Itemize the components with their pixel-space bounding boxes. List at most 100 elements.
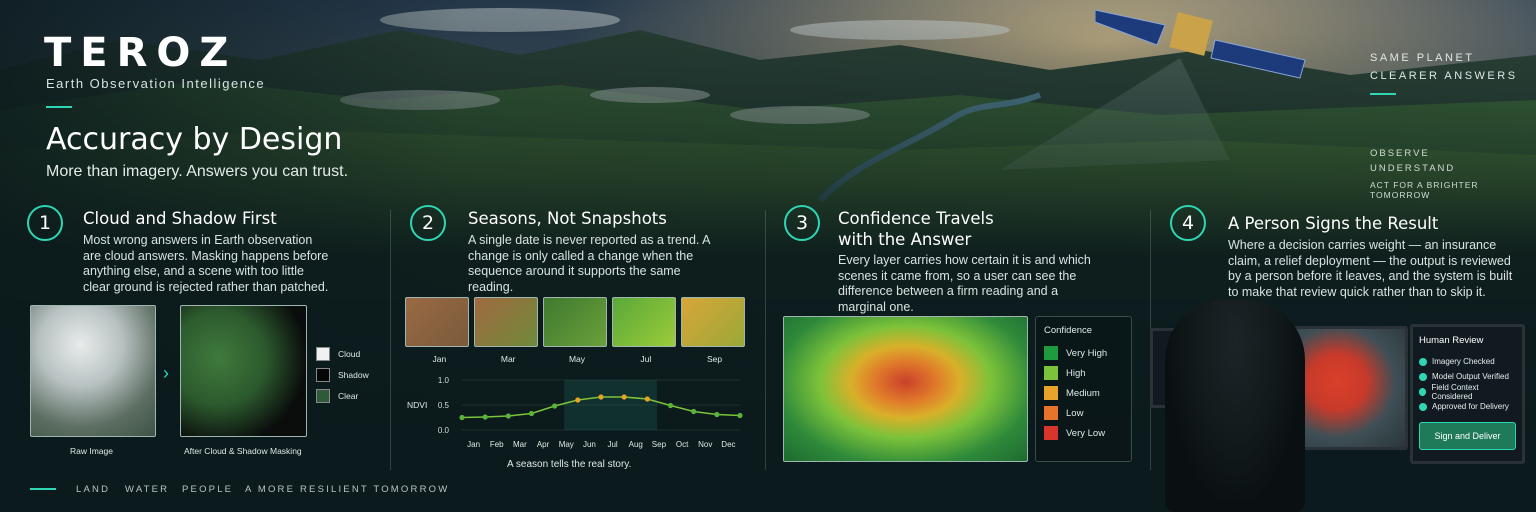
ndvi-point bbox=[737, 412, 743, 419]
check-icon bbox=[1419, 402, 1427, 411]
chart-caption: A season tells the real story. bbox=[507, 459, 632, 470]
panel-2-body: A single date is never reported as a tre… bbox=[468, 233, 710, 294]
season-thumb-mar bbox=[474, 297, 538, 347]
page-title: Accuracy by Design bbox=[46, 122, 343, 157]
legend-swatch bbox=[1044, 426, 1058, 440]
mask-legend: Cloud Shadow Clear bbox=[316, 347, 369, 403]
legend-swatch bbox=[1044, 406, 1058, 420]
x-tick-label: Apr bbox=[537, 440, 550, 449]
season-thumb-jul bbox=[612, 297, 676, 347]
ndvi-point bbox=[528, 410, 535, 417]
check-icon bbox=[1419, 372, 1427, 381]
legend-swatch bbox=[316, 368, 330, 382]
legend-cloud: Cloud bbox=[316, 347, 369, 361]
y-axis-label: NDVI bbox=[407, 400, 427, 410]
legend-swatch bbox=[1044, 386, 1058, 400]
legend-label: Clear bbox=[338, 391, 359, 401]
check-icon bbox=[1419, 387, 1427, 396]
chevron-right-icon: › bbox=[163, 363, 169, 383]
legend-low: Low bbox=[1044, 406, 1123, 420]
month-label: May bbox=[568, 354, 586, 364]
x-tick-label: Nov bbox=[698, 440, 712, 449]
x-tick-label: Oct bbox=[676, 440, 689, 449]
panel-4-title: A Person Signs the Result bbox=[1228, 214, 1439, 233]
season-thumbnails bbox=[405, 297, 745, 347]
ndvi-point bbox=[644, 396, 650, 402]
panel-divider bbox=[765, 210, 766, 470]
confidence-legend-title: Confidence bbox=[1044, 325, 1093, 336]
panel-3-title-line2: with the Answer bbox=[838, 230, 972, 249]
review-item-label: Approved for Delivery bbox=[1432, 402, 1509, 411]
legend-swatch bbox=[1044, 366, 1058, 380]
legend-label: Low bbox=[1066, 407, 1084, 419]
legend-high: High bbox=[1044, 366, 1123, 380]
right-item-observe: OBSERVE bbox=[1370, 148, 1430, 159]
panel-2-title: Seasons, Not Snapshots bbox=[468, 209, 667, 228]
legend-swatch bbox=[316, 347, 330, 361]
satellite-icon bbox=[1095, 9, 1306, 79]
x-tick-label: May bbox=[559, 440, 574, 449]
y-tick-label: 1.0 bbox=[438, 376, 450, 385]
panel-1-body: Most wrong answers in Earth observation … bbox=[83, 233, 329, 294]
footer-item-people: PEOPLE bbox=[182, 484, 234, 495]
step-number-2: 2 bbox=[410, 205, 446, 241]
accent-line bbox=[46, 106, 72, 108]
x-tick-label: Dec bbox=[721, 440, 735, 449]
legend-label: Very Low bbox=[1066, 427, 1106, 439]
y-tick-label: 0.0 bbox=[438, 426, 450, 435]
right-item-act: ACT FOR A BRIGHTER TOMORROW bbox=[1370, 180, 1479, 200]
legend-very-low: Very Low bbox=[1044, 426, 1123, 440]
step-number-3: 3 bbox=[784, 205, 820, 241]
panel-divider bbox=[390, 210, 391, 470]
masked-image bbox=[180, 305, 307, 437]
accent-line-right bbox=[1370, 93, 1396, 95]
season-month-labels: Jan Mar May Jul Sep bbox=[405, 354, 749, 364]
confidence-map bbox=[783, 316, 1028, 462]
x-tick-label: Feb bbox=[490, 440, 504, 449]
step-number-1: 1 bbox=[27, 205, 63, 241]
legend-label: Shadow bbox=[338, 370, 369, 380]
legend-label: Very High bbox=[1066, 347, 1108, 359]
legend-clear: Clear bbox=[316, 389, 369, 403]
raw-image-caption: Raw Image bbox=[70, 446, 113, 456]
review-item: Field Context Considered bbox=[1419, 383, 1516, 401]
month-label: Sep bbox=[707, 354, 723, 364]
ndvi-point bbox=[482, 414, 488, 420]
right-tagline-1: SAME PLANET bbox=[1370, 52, 1475, 64]
legend-shadow: Shadow bbox=[316, 368, 369, 382]
x-tick-label: Sep bbox=[652, 440, 667, 449]
human-review-title: Human Review bbox=[1419, 335, 1484, 346]
legend-label: High bbox=[1066, 367, 1086, 379]
legend-very-high: Very High bbox=[1044, 346, 1123, 360]
review-item: Approved for Delivery bbox=[1419, 399, 1516, 414]
footer-accent-line bbox=[30, 488, 56, 490]
x-tick-label: Mar bbox=[513, 440, 527, 449]
footer-item-land: LAND bbox=[76, 484, 111, 495]
footer-item-water: WATER bbox=[125, 484, 170, 495]
ndvi-point bbox=[621, 394, 627, 400]
month-label: Jan bbox=[432, 354, 447, 364]
month-label: Mar bbox=[500, 354, 516, 364]
right-tagline-2: CLEARER ANSWERS bbox=[1370, 70, 1518, 82]
ndvi-point bbox=[459, 414, 465, 421]
legend-label: Medium bbox=[1066, 387, 1100, 399]
month-label: Jul bbox=[640, 354, 652, 364]
ndvi-point bbox=[575, 397, 581, 403]
y-tick-label: 0.5 bbox=[438, 401, 450, 410]
ndvi-point bbox=[667, 402, 674, 409]
sign-and-deliver-button[interactable]: Sign and Deliver bbox=[1419, 422, 1516, 450]
ndvi-point bbox=[598, 394, 604, 400]
review-item: Imagery Checked bbox=[1419, 354, 1516, 369]
review-item: Model Output Verified bbox=[1419, 369, 1516, 384]
check-icon bbox=[1419, 357, 1427, 366]
human-review-panel: Human Review Imagery Checked Model Outpu… bbox=[1410, 324, 1525, 464]
reviewer-silhouette bbox=[1165, 300, 1305, 512]
ndvi-point bbox=[691, 408, 697, 415]
legend-swatch bbox=[1044, 346, 1058, 360]
ndvi-point bbox=[505, 413, 511, 419]
x-tick-label: Jun bbox=[583, 440, 596, 449]
step-number-4: 4 bbox=[1170, 205, 1206, 241]
page-subtitle: More than imagery. Answers you can trust… bbox=[46, 163, 349, 180]
brand-tagline: Earth Observation Intelligence bbox=[46, 76, 266, 91]
ndvi-point bbox=[714, 411, 720, 418]
